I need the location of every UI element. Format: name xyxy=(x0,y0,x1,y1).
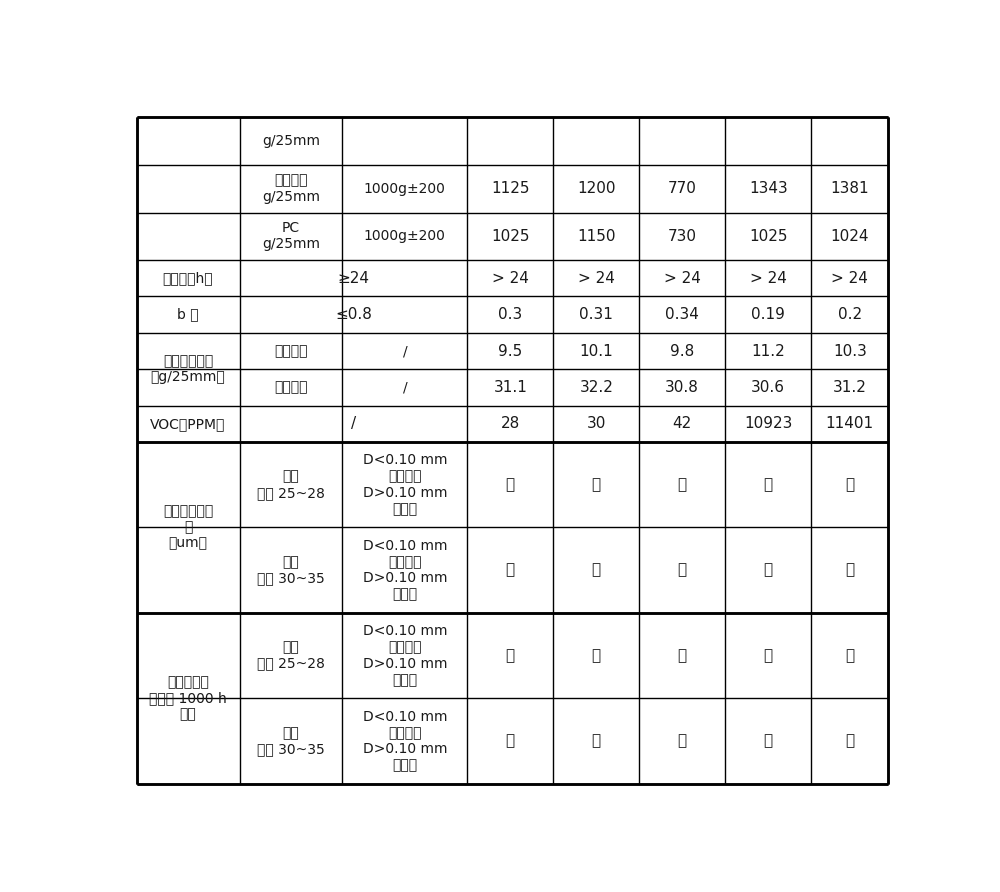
Text: D<0.10 mm
不可密集
D>0.10 mm
不允许: D<0.10 mm 不可密集 D>0.10 mm 不允许 xyxy=(363,710,447,772)
Bar xyxy=(138,526,238,529)
Text: 无: 无 xyxy=(678,733,687,748)
Text: 770: 770 xyxy=(668,181,697,196)
Text: 轻离型膜: 轻离型膜 xyxy=(274,344,308,358)
Text: 30: 30 xyxy=(587,417,606,432)
Text: 32.2: 32.2 xyxy=(579,380,613,395)
Text: 无: 无 xyxy=(764,733,773,748)
Text: 11401: 11401 xyxy=(826,417,874,432)
Text: 无: 无 xyxy=(764,563,773,578)
Text: 0.34: 0.34 xyxy=(665,307,699,322)
Bar xyxy=(138,163,238,166)
Text: 1000g±200: 1000g±200 xyxy=(364,229,446,244)
Text: 无: 无 xyxy=(592,563,601,578)
Text: 1025: 1025 xyxy=(749,229,787,244)
Text: 1000g±200: 1000g±200 xyxy=(364,182,446,195)
Text: 0.2: 0.2 xyxy=(838,307,862,322)
Text: > 24: > 24 xyxy=(578,271,615,285)
Text: 无: 无 xyxy=(845,563,854,578)
Text: ≥24: ≥24 xyxy=(337,271,369,285)
Text: 无: 无 xyxy=(506,733,515,748)
Text: 无: 无 xyxy=(764,477,773,492)
Text: > 24: > 24 xyxy=(664,271,701,285)
Text: 油墨断差填补
性
（um）: 油墨断差填补 性 （um） xyxy=(163,504,213,550)
Text: g/25mm: g/25mm xyxy=(262,134,320,148)
Text: 1125: 1125 xyxy=(491,181,530,196)
Text: 11.2: 11.2 xyxy=(751,343,785,359)
Text: 无: 无 xyxy=(506,563,515,578)
Text: D<0.10 mm
不可密集
D>0.10 mm
不允许: D<0.10 mm 不可密集 D>0.10 mm 不允许 xyxy=(363,539,447,601)
Text: 1024: 1024 xyxy=(831,229,869,244)
Text: > 24: > 24 xyxy=(750,271,787,285)
Text: 无: 无 xyxy=(592,733,601,748)
Text: 无: 无 xyxy=(845,648,854,663)
Text: 1343: 1343 xyxy=(749,181,788,196)
Text: 10923: 10923 xyxy=(744,417,792,432)
Text: ≤0.8: ≤0.8 xyxy=(335,307,372,322)
Text: PC
g/25mm: PC g/25mm xyxy=(262,221,320,252)
Text: 30.6: 30.6 xyxy=(751,380,785,395)
Text: b 值: b 值 xyxy=(177,308,199,322)
Text: 钢化玻璃
g/25mm: 钢化玻璃 g/25mm xyxy=(262,174,320,204)
Text: 目测
断差 25~28: 目测 断差 25~28 xyxy=(257,640,325,671)
Text: /: / xyxy=(403,344,407,358)
Text: 1200: 1200 xyxy=(577,181,616,196)
Text: /: / xyxy=(403,381,407,394)
Text: 31.1: 31.1 xyxy=(493,380,527,395)
Text: 无: 无 xyxy=(764,648,773,663)
Text: 离型膜剥离力
（g/25mm）: 离型膜剥离力 （g/25mm） xyxy=(151,354,225,384)
Text: D<0.10 mm
不可密集
D>0.10 mm
不允许: D<0.10 mm 不可密集 D>0.10 mm 不允许 xyxy=(363,624,447,687)
Text: 贴合返泡性
（放置 1000 h
后）: 贴合返泡性 （放置 1000 h 后） xyxy=(149,675,227,722)
Text: 目测
断差 30~35: 目测 断差 30~35 xyxy=(257,726,325,756)
Bar xyxy=(341,297,344,332)
Text: 9.5: 9.5 xyxy=(498,343,522,359)
Text: 无: 无 xyxy=(845,477,854,492)
Text: 1025: 1025 xyxy=(491,229,530,244)
Bar xyxy=(138,697,238,699)
Bar xyxy=(138,211,238,214)
Text: 无: 无 xyxy=(592,477,601,492)
Text: 重离型膜: 重离型膜 xyxy=(274,381,308,394)
Text: 9.8: 9.8 xyxy=(670,343,694,359)
Text: 31.2: 31.2 xyxy=(833,380,867,395)
Text: 无: 无 xyxy=(845,733,854,748)
Text: 42: 42 xyxy=(673,417,692,432)
Text: 无: 无 xyxy=(678,477,687,492)
Text: VOC（PPM）: VOC（PPM） xyxy=(150,417,226,431)
Text: 无: 无 xyxy=(592,648,601,663)
Bar xyxy=(138,368,238,371)
Bar xyxy=(341,407,344,442)
Text: 无: 无 xyxy=(678,563,687,578)
Text: 28: 28 xyxy=(501,417,520,432)
Text: 0.19: 0.19 xyxy=(751,307,785,322)
Text: 目测
断差 30~35: 目测 断差 30~35 xyxy=(257,555,325,585)
Text: 保持力（h）: 保持力（h） xyxy=(163,271,213,285)
Text: 30.8: 30.8 xyxy=(665,380,699,395)
Text: 10.3: 10.3 xyxy=(833,343,867,359)
Text: 0.31: 0.31 xyxy=(579,307,613,322)
Text: 10.1: 10.1 xyxy=(579,343,613,359)
Text: 无: 无 xyxy=(678,648,687,663)
Text: D<0.10 mm
不可密集
D>0.10 mm
不允许: D<0.10 mm 不可密集 D>0.10 mm 不允许 xyxy=(363,453,447,516)
Text: 目测
断差 25~28: 目测 断差 25~28 xyxy=(257,470,325,500)
Text: 1381: 1381 xyxy=(830,181,869,196)
Text: > 24: > 24 xyxy=(831,271,868,285)
Text: 730: 730 xyxy=(668,229,697,244)
Text: 无: 无 xyxy=(506,477,515,492)
Text: /: / xyxy=(351,417,356,432)
Bar xyxy=(341,260,344,296)
Text: 0.3: 0.3 xyxy=(498,307,522,322)
Text: > 24: > 24 xyxy=(492,271,529,285)
Text: 1150: 1150 xyxy=(577,229,616,244)
Text: 无: 无 xyxy=(506,648,515,663)
